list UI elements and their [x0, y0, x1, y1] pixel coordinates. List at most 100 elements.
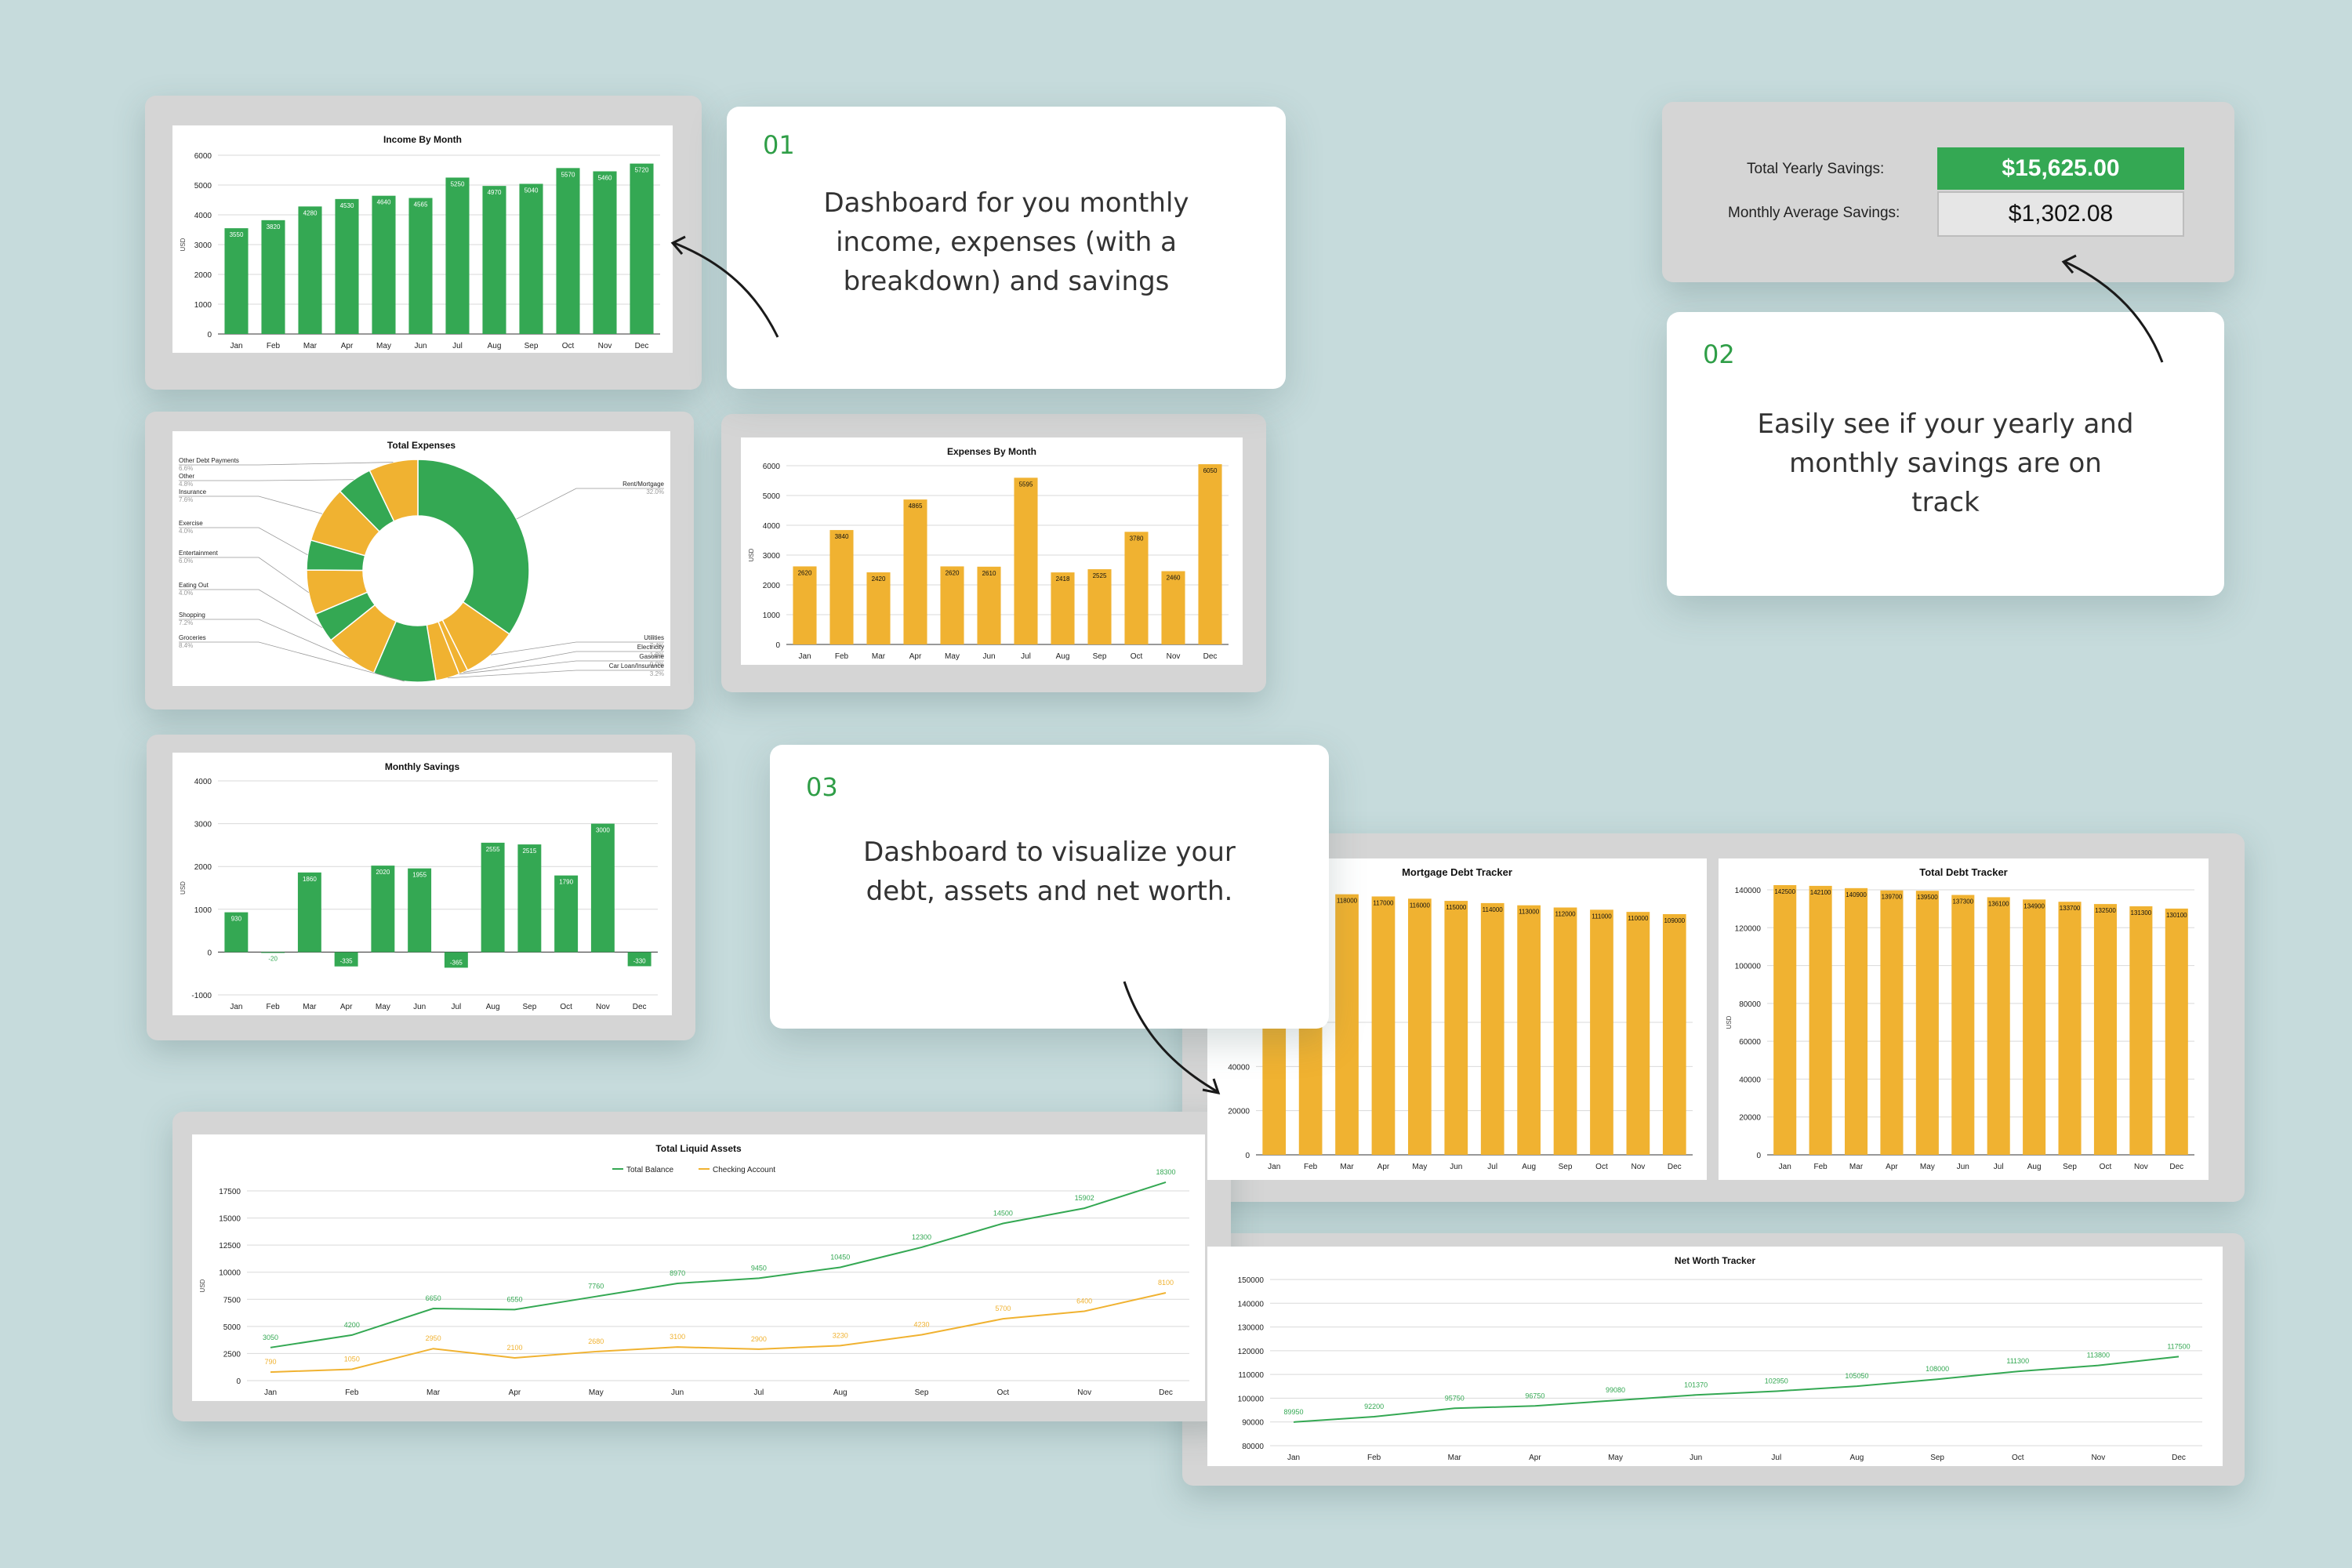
data-label: 89950 — [1283, 1408, 1303, 1416]
chart-title: Net Worth Tracker — [1675, 1255, 1755, 1266]
data-label: 99080 — [1606, 1386, 1625, 1394]
data-label: 2020 — [376, 869, 390, 876]
x-tick-label: Aug — [488, 342, 502, 350]
data-label: 7760 — [588, 1283, 604, 1290]
y-tick-label: 150000 — [1238, 1276, 1265, 1285]
data-label: 3780 — [1130, 535, 1144, 542]
data-label: 3050 — [263, 1334, 278, 1341]
y-tick-label: 1000 — [763, 612, 781, 620]
bar — [829, 530, 854, 644]
x-tick-label: Nov — [1077, 1388, 1091, 1397]
y-tick-label: 110000 — [1238, 1371, 1264, 1380]
x-tick-label: Jun — [1450, 1163, 1462, 1171]
x-tick-label: Oct — [1595, 1163, 1608, 1171]
slice-label: Other — [179, 473, 194, 480]
bar — [517, 844, 542, 953]
data-label: 12300 — [912, 1233, 931, 1241]
pie-slice — [417, 459, 530, 635]
y-tick-label: 5000 — [223, 1323, 241, 1332]
chart-title: Income By Month — [383, 134, 462, 145]
data-label: 14500 — [993, 1209, 1013, 1217]
bar — [1915, 891, 1939, 1155]
bar — [554, 875, 579, 953]
yearly-savings-value: $15,625.00 — [1937, 147, 2184, 190]
slice-percent: 32.0% — [646, 488, 664, 495]
slice-label: Rent/Mortgage — [622, 481, 664, 488]
bar — [1161, 571, 1185, 644]
leader-line — [179, 479, 354, 481]
leader-line — [448, 670, 664, 679]
x-tick-label: Jul — [1994, 1163, 2004, 1171]
data-label: 790 — [264, 1358, 276, 1366]
data-label: 96750 — [1525, 1392, 1544, 1399]
data-label: 9450 — [751, 1264, 767, 1272]
x-tick-label: Feb — [1367, 1454, 1381, 1462]
y-tick-label: 3000 — [194, 241, 212, 250]
data-label: 2610 — [982, 570, 996, 577]
y-tick-label: 40000 — [1228, 1063, 1250, 1072]
arrow-03-icon — [1123, 981, 1221, 1094]
slice-percent: 6.6% — [179, 465, 193, 472]
data-label: 5570 — [561, 171, 575, 178]
x-tick-label: Nov — [598, 342, 612, 350]
x-tick-label: Dec — [1159, 1388, 1173, 1397]
y-tick-label: 80000 — [1739, 1000, 1761, 1009]
x-tick-label: Oct — [2100, 1163, 2112, 1171]
y-axis-label: USD — [1726, 1015, 1733, 1029]
x-tick-label: Aug — [486, 1003, 500, 1011]
x-tick-label: Jun — [1690, 1454, 1702, 1462]
x-tick-label: May — [1920, 1163, 1935, 1171]
data-label: 5250 — [451, 181, 465, 188]
bar — [1371, 896, 1396, 1155]
data-label: 2680 — [588, 1338, 604, 1345]
x-tick-label: May — [945, 652, 960, 661]
bar — [627, 952, 652, 967]
bar — [481, 842, 505, 953]
y-tick-label: 0 — [775, 641, 780, 650]
bar — [1951, 895, 1975, 1155]
x-tick-label: Jun — [671, 1388, 684, 1397]
chart-title: Expenses By Month — [947, 446, 1036, 457]
bar — [261, 952, 285, 953]
bar — [977, 566, 1001, 644]
x-tick-label: Oct — [2012, 1454, 2024, 1462]
x-tick-label: Dec — [633, 1003, 647, 1011]
leader-line — [179, 619, 350, 660]
bar — [372, 195, 396, 334]
y-tick-label: -1000 — [191, 992, 212, 1000]
y-tick-label: 40000 — [1739, 1076, 1761, 1084]
data-label: 117000 — [1373, 899, 1394, 906]
x-tick-label: Feb — [1814, 1163, 1828, 1171]
x-tick-label: Oct — [560, 1003, 572, 1011]
slice-label: Utilities — [644, 634, 664, 641]
x-tick-label: Dec — [1203, 652, 1218, 661]
series-line — [270, 1292, 1167, 1374]
callout-text: Easily see if your yearly and monthly sa… — [1757, 408, 2134, 518]
legend-label: Total Balance — [626, 1166, 673, 1174]
y-tick-label: 12500 — [219, 1242, 241, 1250]
y-tick-label: 4000 — [763, 522, 781, 531]
income-chart: Income By Month USD 0 1000 2000 3000 4000 5000 6… — [172, 125, 673, 353]
data-label: 2525 — [1093, 572, 1107, 579]
bar — [2093, 904, 2117, 1155]
bar — [593, 171, 617, 334]
bar — [1517, 905, 1541, 1155]
bar — [793, 566, 817, 644]
x-tick-label: Jul — [452, 342, 463, 350]
y-tick-label: 0 — [1756, 1152, 1761, 1160]
data-label: 3230 — [833, 1331, 848, 1339]
y-axis-label: USD — [199, 1279, 206, 1292]
bar — [1987, 897, 2010, 1155]
data-label: 1790 — [559, 879, 573, 886]
bar — [444, 952, 468, 968]
leader-line — [179, 495, 323, 514]
bar — [224, 912, 249, 953]
data-label: 3000 — [596, 827, 610, 834]
y-tick-label: 15000 — [219, 1215, 241, 1224]
y-tick-label: 120000 — [1238, 1348, 1265, 1356]
slice-label: Car Loan/Insurance — [609, 662, 665, 670]
bar — [1051, 572, 1075, 644]
y-tick-label: 100000 — [1735, 963, 1762, 971]
y-tick-label: 5000 — [194, 182, 212, 191]
series-line — [1293, 1356, 2180, 1423]
